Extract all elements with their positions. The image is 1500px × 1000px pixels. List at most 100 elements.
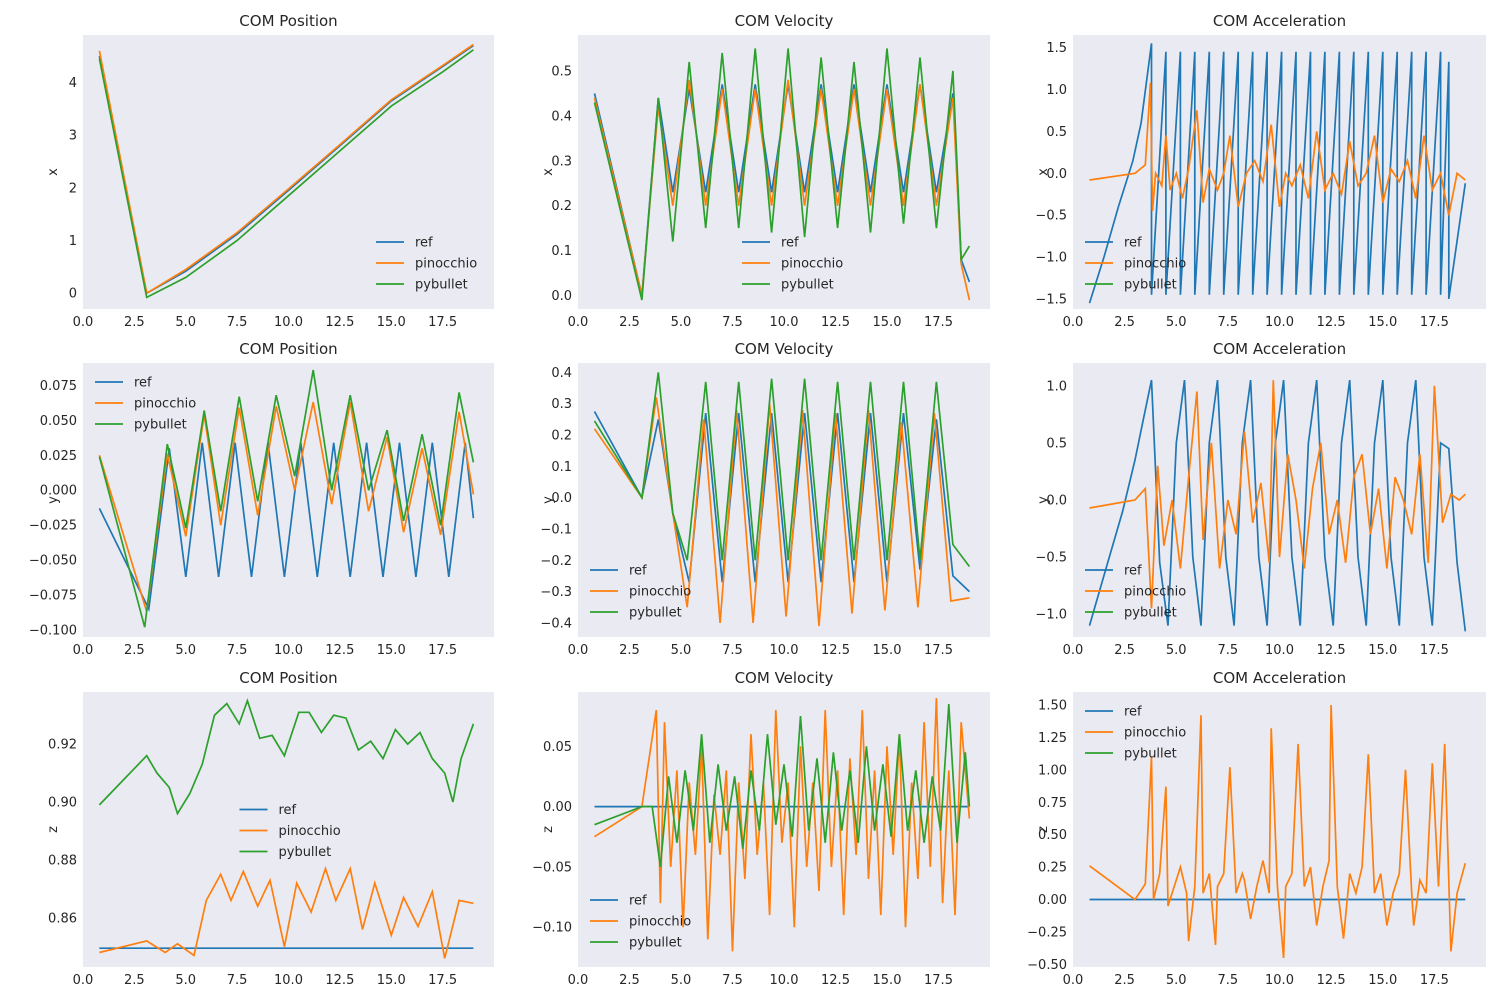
legend: ref pinocchio pybullet bbox=[376, 236, 477, 293]
y-tick-label: 0.50 bbox=[1038, 828, 1067, 843]
y-tick-label: 0.0 bbox=[551, 491, 572, 506]
x-tick-label: 5.0 bbox=[1166, 973, 1187, 988]
y-tick-label: 1.00 bbox=[1038, 763, 1067, 778]
y-tick-label: −0.25 bbox=[1027, 925, 1067, 940]
y-tick-label: −0.50 bbox=[1027, 958, 1067, 973]
y-tick-label: 0.00 bbox=[543, 800, 572, 815]
y-tick-label: −0.075 bbox=[29, 589, 77, 604]
x-tick-label: 7.5 bbox=[1218, 643, 1239, 658]
legend-label-pybullet: pybullet bbox=[1124, 747, 1177, 762]
x-tick-label: 17.5 bbox=[428, 643, 457, 658]
x-tick-label: 12.5 bbox=[325, 315, 354, 330]
x-tick-label: 15.0 bbox=[873, 643, 902, 658]
y-tick-label: 0.0 bbox=[551, 289, 572, 304]
legend-label-pinocchio: pinocchio bbox=[629, 915, 691, 930]
y-tick-label: −0.2 bbox=[540, 554, 572, 569]
legend: ref pinocchio pybullet bbox=[590, 564, 691, 621]
y-tick-label: 1 bbox=[69, 234, 77, 249]
x-tick-label: 2.5 bbox=[124, 973, 145, 988]
series-line-pybullet bbox=[593, 372, 971, 568]
legend-label-pybullet: pybullet bbox=[134, 418, 187, 433]
y-axis-label: x bbox=[46, 168, 61, 176]
legend-label-pinocchio: pinocchio bbox=[279, 824, 341, 839]
legend-label-pinocchio: pinocchio bbox=[415, 257, 477, 272]
x-tick-label: 5.0 bbox=[175, 643, 196, 658]
x-tick-label: 17.5 bbox=[428, 315, 457, 330]
series-line-ref bbox=[98, 442, 475, 612]
x-tick-label: 0.0 bbox=[568, 973, 589, 988]
y-tick-label: 0.5 bbox=[1046, 436, 1067, 451]
y-tick-label: −0.050 bbox=[29, 554, 77, 569]
y-axis-label: z bbox=[46, 826, 61, 833]
legend-label-pybullet: pybullet bbox=[781, 278, 834, 293]
x-tick-label: 2.5 bbox=[619, 643, 640, 658]
y-tick-label: 0.4 bbox=[551, 109, 572, 124]
x-tick-label: 15.0 bbox=[377, 643, 406, 658]
legend-label-ref: ref bbox=[415, 236, 433, 251]
x-tick-label: 0.0 bbox=[73, 643, 94, 658]
plot-area bbox=[1073, 692, 1486, 967]
y-tick-label: 0.88 bbox=[48, 853, 77, 868]
x-tick-label: 0.0 bbox=[568, 315, 589, 330]
x-tick-label: 12.5 bbox=[1317, 315, 1346, 330]
x-tick-label: 15.0 bbox=[873, 315, 902, 330]
subplot-7: COM Position 0.0 2.5 5.0 7.5 10.0 12.5 15.0 17.5… bbox=[46, 669, 494, 988]
subplot-6: COM Acceleration 0.0 2.5 5.0 7.5 10.0 12.5 15.0… bbox=[1035, 340, 1486, 658]
y-tick-label: 0.000 bbox=[40, 484, 77, 499]
chart-title: COM Velocity bbox=[735, 669, 834, 687]
y-tick-label: 2 bbox=[69, 181, 77, 196]
series-line-ref bbox=[1088, 379, 1467, 632]
legend-label-pybullet: pybullet bbox=[415, 278, 468, 293]
y-tick-label: 0.5 bbox=[551, 64, 572, 79]
x-tick-label: 10.0 bbox=[274, 315, 303, 330]
x-tick-label: 17.5 bbox=[1420, 643, 1449, 658]
x-tick-label: 5.0 bbox=[1166, 643, 1187, 658]
y-axis-label: x bbox=[541, 168, 556, 176]
x-tick-label: 0.0 bbox=[1063, 315, 1084, 330]
series-line-pinocchio bbox=[98, 401, 475, 613]
y-tick-label: 0.0 bbox=[1046, 494, 1067, 509]
legend-label-ref: ref bbox=[279, 803, 297, 818]
x-tick-label: 0.0 bbox=[73, 973, 94, 988]
legend-label-ref: ref bbox=[1124, 564, 1142, 579]
chart-title: COM Acceleration bbox=[1213, 340, 1346, 358]
legend-label-ref: ref bbox=[1124, 236, 1142, 251]
subplot-8: COM Velocity 0.0 2.5 5.0 7.5 10.0 12.5 15.0 17.5… bbox=[532, 669, 990, 988]
y-tick-label: 1.5 bbox=[1046, 41, 1067, 56]
y-tick-label: 0.075 bbox=[40, 379, 77, 394]
x-tick-label: 2.5 bbox=[619, 315, 640, 330]
legend-label-ref: ref bbox=[629, 564, 647, 579]
series-line-pinocchio bbox=[1089, 82, 1466, 216]
legend: ref pinocchio pybullet bbox=[1085, 236, 1186, 293]
x-tick-label: 7.5 bbox=[227, 643, 248, 658]
legend-label-pinocchio: pinocchio bbox=[134, 397, 196, 412]
y-tick-label: 0.025 bbox=[40, 449, 77, 464]
y-tick-label: 1.0 bbox=[1046, 83, 1067, 98]
legend-label-pybullet: pybullet bbox=[629, 936, 682, 951]
x-tick-label: 12.5 bbox=[821, 643, 850, 658]
plot-area bbox=[578, 35, 990, 309]
chart-title: COM Velocity bbox=[735, 340, 834, 358]
chart-title: COM Velocity bbox=[735, 12, 834, 30]
y-tick-label: 4 bbox=[69, 76, 77, 91]
x-tick-label: 17.5 bbox=[924, 315, 953, 330]
y-tick-label: 0 bbox=[69, 287, 77, 302]
x-tick-label: 15.0 bbox=[873, 973, 902, 988]
y-tick-label: 0.86 bbox=[48, 911, 77, 926]
x-tick-label: 2.5 bbox=[124, 643, 145, 658]
y-tick-label: 0.92 bbox=[48, 738, 77, 753]
y-tick-label: 0.1 bbox=[551, 244, 572, 259]
y-tick-label: 0.05 bbox=[543, 740, 572, 755]
legend-label-pybullet: pybullet bbox=[1124, 278, 1177, 293]
x-tick-label: 15.0 bbox=[1368, 315, 1397, 330]
legend-label-ref: ref bbox=[781, 236, 799, 251]
x-tick-label: 17.5 bbox=[1420, 973, 1449, 988]
y-tick-label: 0.1 bbox=[551, 460, 572, 475]
subplot-4: COM Position 0.0 2.5 5.0 7.5 10.0 12.5 15.0 17.5… bbox=[29, 340, 494, 658]
x-tick-label: 0.0 bbox=[1063, 643, 1084, 658]
y-axis-label: y bbox=[541, 496, 556, 504]
legend-label-pybullet: pybullet bbox=[629, 606, 682, 621]
chart-title: COM Position bbox=[239, 669, 337, 687]
legend: ref pinocchio pybullet bbox=[742, 236, 843, 293]
